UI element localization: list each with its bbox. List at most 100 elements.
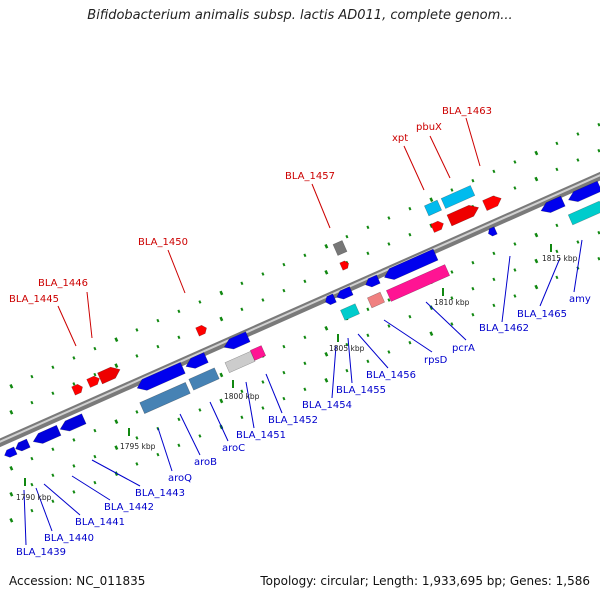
guide-dot xyxy=(576,158,580,162)
guide-dot xyxy=(387,216,391,220)
callout-line xyxy=(157,427,173,472)
guide-dot xyxy=(324,244,329,249)
gene-label[interactable]: BLA_1462 xyxy=(479,323,529,334)
guide-dot xyxy=(303,361,307,366)
gene-label[interactable]: xpt xyxy=(392,133,408,144)
gene-label[interactable]: BLA_1441 xyxy=(75,517,125,528)
gene-feature xyxy=(567,200,600,226)
guide-dot xyxy=(93,454,97,459)
guide-dot xyxy=(555,167,559,172)
gene-label[interactable]: amy xyxy=(569,294,591,305)
guide-dot xyxy=(240,281,244,286)
callout-line xyxy=(245,381,255,429)
guide-dot xyxy=(219,372,224,378)
gene-label[interactable]: aroQ xyxy=(168,473,192,484)
guide-dot xyxy=(513,186,517,190)
gene-feature xyxy=(339,260,349,271)
guide-dot xyxy=(534,176,539,182)
callout-line xyxy=(311,183,331,229)
guide-dot xyxy=(114,419,119,424)
guide-dot xyxy=(345,234,349,239)
guide-dot xyxy=(408,340,412,345)
gene-label[interactable]: aroB xyxy=(194,457,217,468)
guide-dot xyxy=(135,354,139,358)
guide-dot xyxy=(576,240,580,244)
guide-dot xyxy=(261,272,265,276)
guide-dot xyxy=(303,279,307,284)
guide-dot xyxy=(9,517,14,523)
guide-dot xyxy=(450,322,454,326)
guide-dot xyxy=(135,328,139,332)
gene-feature xyxy=(430,220,444,233)
gene-label[interactable]: BLA_1443 xyxy=(135,488,185,499)
gene-label[interactable]: BLA_1451 xyxy=(236,430,286,441)
gene-label[interactable]: BLA_1439 xyxy=(16,547,66,558)
guide-dot xyxy=(177,443,181,448)
gene-label[interactable]: BLA_1440 xyxy=(44,533,94,544)
gene-feature xyxy=(482,195,502,212)
gene-label[interactable]: pcrA xyxy=(452,343,475,354)
gene-label[interactable]: pbuX xyxy=(416,122,442,133)
guide-dot xyxy=(177,417,181,422)
gene-label[interactable]: BLA_1463 xyxy=(442,106,492,117)
guide-dot xyxy=(9,383,14,389)
callout-line xyxy=(429,135,451,179)
gene-feature xyxy=(249,345,267,361)
guide-dot xyxy=(51,473,55,478)
gene-feature xyxy=(336,286,354,300)
guide-dot xyxy=(576,132,580,136)
scale-ticks: 1790 kbp 1795 kbp 1800 kbp 1805 kbp 1810… xyxy=(16,244,578,502)
guide-dot xyxy=(513,160,517,164)
gene-label[interactable]: BLA_1452 xyxy=(268,415,318,426)
guide-dot xyxy=(240,307,244,312)
callout-line xyxy=(331,345,337,399)
gene-feature xyxy=(325,293,337,305)
guide-dot xyxy=(534,232,539,238)
guide-dot xyxy=(387,298,391,302)
gene-feature xyxy=(185,352,209,369)
guide-dot xyxy=(135,462,139,466)
guide-dot xyxy=(429,197,434,203)
gene-label[interactable]: BLA_1442 xyxy=(104,502,154,513)
guide-dot xyxy=(72,464,76,468)
guide-dot xyxy=(282,396,286,401)
guide-dot xyxy=(471,286,475,291)
map-title: Bifidobacterium animalis subsp. lactis A… xyxy=(87,8,513,23)
guide-dot xyxy=(219,290,224,296)
guide-dot xyxy=(261,298,265,302)
gene-label[interactable]: BLA_1454 xyxy=(302,400,352,411)
gene-feature xyxy=(446,205,480,227)
gene-feature xyxy=(568,180,600,202)
guide-dot xyxy=(513,242,517,246)
gene-label[interactable]: BLA_1465 xyxy=(517,309,567,320)
guide-dot xyxy=(72,490,76,494)
gene-label[interactable]: BLA_1450 xyxy=(138,237,188,248)
gene-feature xyxy=(223,331,251,350)
gene-label[interactable]: BLA_1445 xyxy=(9,294,59,305)
guide-dot xyxy=(534,150,539,156)
guide-dot xyxy=(282,344,286,349)
gene-label[interactable]: rpsD xyxy=(424,355,448,366)
scale-label: 1805 kbp xyxy=(329,344,365,353)
gene-features xyxy=(4,180,600,458)
guide-dot xyxy=(93,428,97,433)
guide-dot xyxy=(135,436,139,440)
gene-label[interactable]: aroC xyxy=(222,443,245,454)
guide-dot xyxy=(408,206,412,211)
guide-dot xyxy=(555,223,559,228)
guide-dot xyxy=(324,378,329,383)
gene-label[interactable]: BLA_1456 xyxy=(366,370,416,381)
gene-label[interactable]: BLA_1457 xyxy=(285,171,335,182)
scale-label: 1795 kbp xyxy=(120,442,156,451)
guide-dot xyxy=(51,499,55,504)
guide-dot xyxy=(72,438,76,442)
gene-label[interactable]: BLA_1455 xyxy=(336,385,386,396)
callout-line xyxy=(179,413,201,456)
reverse-labels: BLA_1439 BLA_1440 BLA_1441 BLA_1442 BLA_… xyxy=(16,294,591,558)
callout-line xyxy=(91,459,141,487)
gene-label[interactable]: BLA_1446 xyxy=(38,278,88,289)
gene-feature xyxy=(340,303,360,321)
guide-dot xyxy=(93,372,97,377)
guide-dot xyxy=(282,262,286,267)
